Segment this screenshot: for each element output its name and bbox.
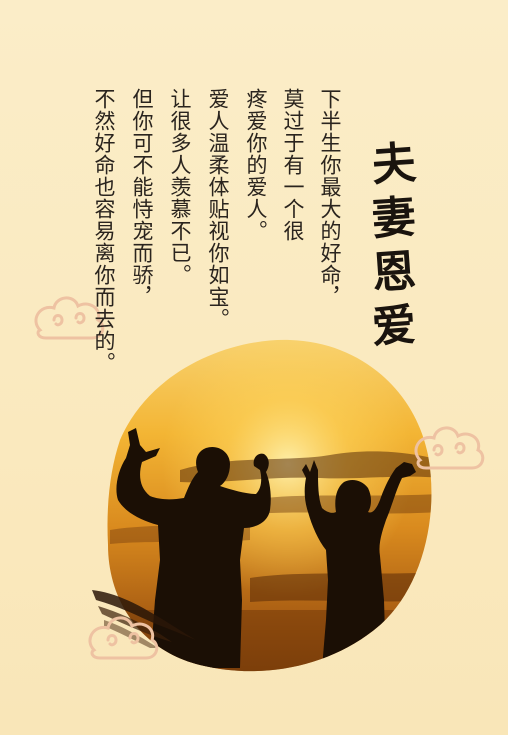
poem-line: 但你可不能恃宠而骄，	[130, 88, 154, 308]
poem-line: 疼爱你的爱人。	[244, 88, 268, 242]
ink-brush-stroke	[92, 590, 196, 640]
poem-line: 下半生你最大的好命，	[318, 88, 342, 308]
title-char: 爱	[370, 299, 418, 354]
poem-line: 让很多人羡慕不已。	[168, 88, 192, 286]
poster-title: 夫 妻 恩 爱	[366, 138, 422, 354]
title-char: 夫	[370, 137, 418, 192]
poem-line: 不然好命也容易离你而去的。	[92, 88, 116, 374]
man-silhouette	[116, 428, 271, 668]
title-char: 妻	[370, 191, 418, 246]
woman-silhouette	[302, 460, 416, 668]
poem-line: 爱人温柔体贴视你如宝。	[206, 88, 230, 330]
auspicious-cloud-icon	[414, 426, 485, 470]
title-char: 恩	[370, 245, 418, 300]
poem-line: 莫过于有一个很	[281, 88, 305, 242]
auspicious-cloud-icon	[88, 616, 159, 660]
auspicious-cloud-icon	[34, 296, 105, 340]
